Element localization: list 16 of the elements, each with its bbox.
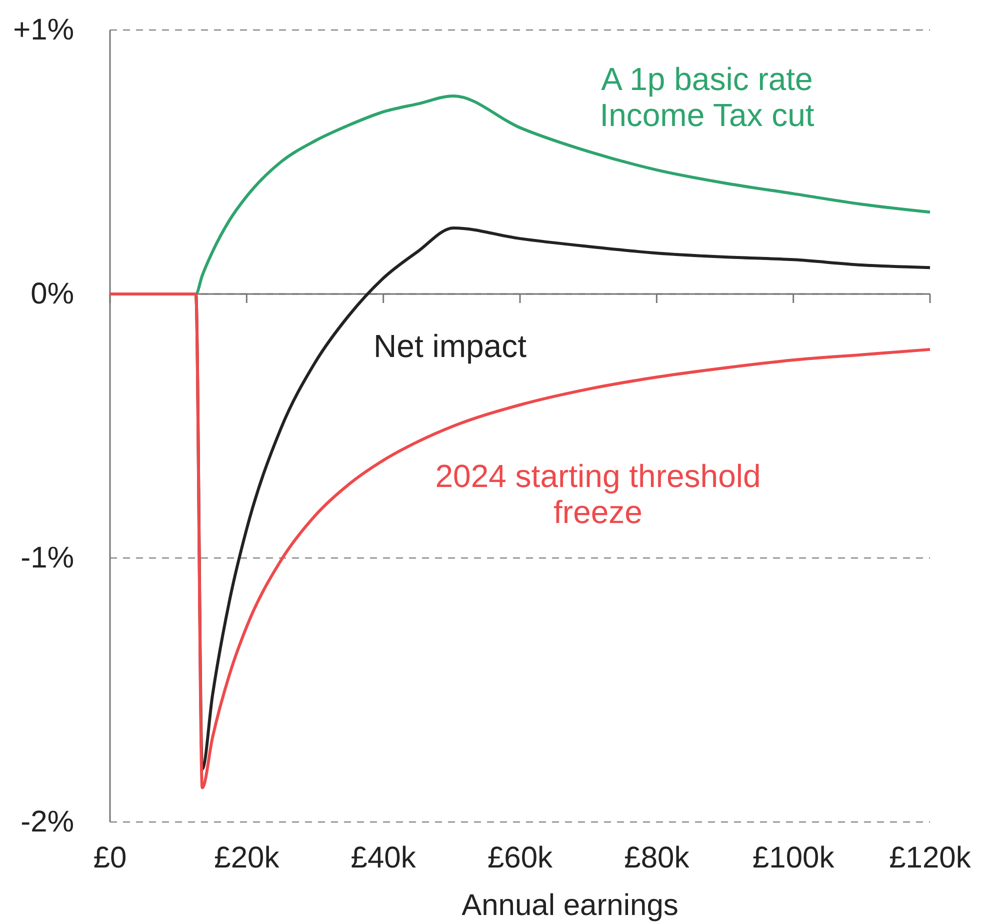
series-label: 2024 starting threshold freeze: [435, 458, 761, 530]
x-tick-label: £80k: [624, 841, 690, 874]
x-tick-label: £60k: [487, 841, 554, 874]
series-label: Net impact: [374, 328, 527, 364]
series-label: A 1p basic rate Income Tax cut: [600, 61, 814, 133]
x-tick-label: £100k: [752, 841, 836, 874]
y-tick-label: +1%: [13, 14, 74, 47]
y-tick-label: -2%: [20, 806, 74, 839]
line-series: [108, 292, 932, 790]
x-tick-label: £40k: [350, 841, 417, 874]
x-tick-label: £120k: [889, 841, 972, 874]
y-tick-label: -1%: [20, 542, 74, 575]
x-axis-title: Annual earnings: [462, 889, 678, 922]
x-tick-label: £20k: [214, 841, 280, 874]
x-tick-label: £0: [93, 841, 127, 874]
y-tick-label: 0%: [30, 278, 74, 311]
